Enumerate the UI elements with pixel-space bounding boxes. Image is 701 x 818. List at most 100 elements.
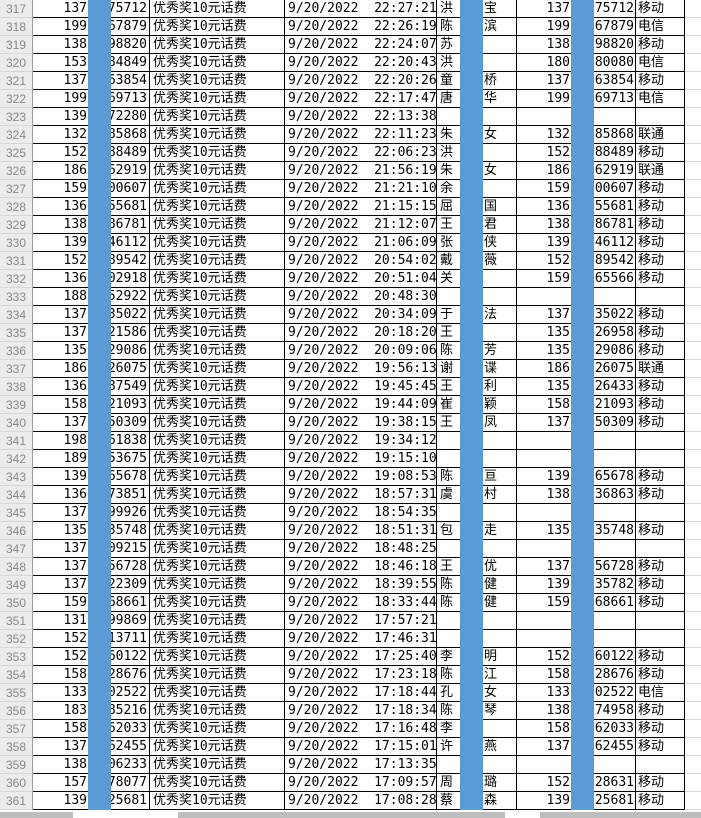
cell-phone-suffix-right[interactable]: 67879 bbox=[578, 18, 636, 36]
cell-phone-suffix-right[interactable]: 74958 bbox=[578, 702, 636, 720]
cell-phone-prefix-left[interactable]: 137 bbox=[33, 0, 95, 18]
cell-phone-suffix-right[interactable]: 65566 bbox=[578, 270, 636, 288]
cell-phone-suffix-left[interactable]: 89542 bbox=[95, 252, 150, 270]
cell-phone-suffix-right[interactable]: 63854 bbox=[578, 72, 636, 90]
cell-phone-prefix-left[interactable]: 158 bbox=[33, 396, 95, 414]
cell-carrier[interactable]: 移动 bbox=[636, 702, 685, 720]
cell-phone-prefix-right[interactable]: 135 bbox=[517, 342, 578, 360]
scrollbar-segment[interactable] bbox=[540, 812, 701, 818]
cell-phone-prefix-left[interactable]: 133 bbox=[33, 684, 95, 702]
cell-phone-prefix-left[interactable]: 131 bbox=[33, 612, 95, 630]
cell-phone-suffix-left[interactable]: 22309 bbox=[95, 576, 150, 594]
cell-datetime[interactable]: 9/20/2022 17:46:31 bbox=[285, 630, 437, 648]
row-header[interactable]: 327 bbox=[0, 180, 33, 198]
cell-empty-filler[interactable] bbox=[685, 720, 701, 738]
cell-datetime[interactable]: 9/20/2022 22:06:23 bbox=[285, 144, 437, 162]
row-header[interactable]: 330 bbox=[0, 234, 33, 252]
cell-phone-suffix-left[interactable]: 46112 bbox=[95, 234, 150, 252]
cell-carrier[interactable] bbox=[636, 756, 685, 774]
cell-empty-filler[interactable] bbox=[685, 450, 701, 468]
cell-phone-suffix-left[interactable]: 65678 bbox=[95, 468, 150, 486]
cell-phone-prefix-right[interactable]: 199 bbox=[517, 18, 578, 36]
cell-prize[interactable]: 优秀奖10元话费 bbox=[150, 720, 285, 738]
cell-name[interactable]: 周 璐 bbox=[437, 774, 517, 792]
cell-phone-prefix-left[interactable]: 183 bbox=[33, 702, 95, 720]
cell-phone-prefix-left[interactable]: 138 bbox=[33, 36, 95, 54]
cell-carrier[interactable]: 电信 bbox=[636, 54, 685, 72]
row-header[interactable]: 359 bbox=[0, 756, 33, 774]
cell-phone-prefix-right[interactable]: 137 bbox=[517, 72, 578, 90]
cell-carrier[interactable]: 移动 bbox=[636, 234, 685, 252]
row-header[interactable]: 332 bbox=[0, 270, 33, 288]
cell-phone-prefix-right[interactable]: 138 bbox=[517, 486, 578, 504]
cell-empty-filler[interactable] bbox=[685, 270, 701, 288]
row-header[interactable]: 342 bbox=[0, 450, 33, 468]
cell-phone-prefix-left[interactable]: 198 bbox=[33, 432, 95, 450]
row-header[interactable]: 322 bbox=[0, 90, 33, 108]
cell-phone-suffix-right[interactable] bbox=[578, 612, 636, 630]
cell-phone-prefix-left[interactable]: 152 bbox=[33, 630, 95, 648]
cell-phone-prefix-left[interactable]: 157 bbox=[33, 774, 95, 792]
cell-phone-suffix-left[interactable]: 85868 bbox=[95, 126, 150, 144]
cell-prize[interactable]: 优秀奖10元话费 bbox=[150, 612, 285, 630]
cell-datetime[interactable]: 9/20/2022 19:38:15 bbox=[285, 414, 437, 432]
cell-phone-suffix-left[interactable]: 87549 bbox=[95, 378, 150, 396]
cell-phone-suffix-left[interactable]: 13711 bbox=[95, 630, 150, 648]
cell-carrier[interactable] bbox=[636, 450, 685, 468]
cell-datetime[interactable]: 9/20/2022 17:23:18 bbox=[285, 666, 437, 684]
cell-datetime[interactable]: 9/20/2022 17:25:40 bbox=[285, 648, 437, 666]
cell-datetime[interactable]: 9/20/2022 18:46:18 bbox=[285, 558, 437, 576]
cell-phone-suffix-left[interactable]: 26075 bbox=[95, 360, 150, 378]
cell-phone-suffix-left[interactable]: 50309 bbox=[95, 414, 150, 432]
cell-phone-suffix-left[interactable]: 72280 bbox=[95, 108, 150, 126]
cell-phone-suffix-left[interactable]: 53675 bbox=[95, 450, 150, 468]
cell-carrier[interactable]: 移动 bbox=[636, 324, 685, 342]
cell-datetime[interactable]: 9/20/2022 20:18:20 bbox=[285, 324, 437, 342]
row-header[interactable]: 318 bbox=[0, 18, 33, 36]
cell-phone-prefix-right[interactable]: 137 bbox=[517, 558, 578, 576]
cell-carrier[interactable]: 移动 bbox=[636, 342, 685, 360]
cell-phone-prefix-left[interactable]: 189 bbox=[33, 450, 95, 468]
cell-prize[interactable]: 优秀奖10元话费 bbox=[150, 90, 285, 108]
cell-carrier[interactable] bbox=[636, 540, 685, 558]
cell-phone-suffix-right[interactable]: 29086 bbox=[578, 342, 636, 360]
cell-phone-prefix-right[interactable]: 132 bbox=[517, 126, 578, 144]
cell-phone-suffix-right[interactable] bbox=[578, 450, 636, 468]
cell-carrier[interactable]: 电信 bbox=[636, 18, 685, 36]
row-header[interactable]: 361 bbox=[0, 792, 33, 810]
cell-phone-suffix-left[interactable]: 25681 bbox=[95, 792, 150, 810]
cell-prize[interactable]: 优秀奖10元话费 bbox=[150, 756, 285, 774]
cell-datetime[interactable]: 9/20/2022 17:57:21 bbox=[285, 612, 437, 630]
cell-phone-prefix-left[interactable]: 152 bbox=[33, 252, 95, 270]
cell-phone-prefix-right[interactable]: 138 bbox=[517, 216, 578, 234]
cell-carrier[interactable]: 移动 bbox=[636, 36, 685, 54]
cell-prize[interactable]: 优秀奖10元话费 bbox=[150, 288, 285, 306]
cell-phone-suffix-right[interactable]: 68661 bbox=[578, 594, 636, 612]
cell-carrier[interactable]: 移动 bbox=[636, 576, 685, 594]
cell-carrier[interactable]: 移动 bbox=[636, 666, 685, 684]
cell-phone-prefix-left[interactable]: 153 bbox=[33, 54, 95, 72]
cell-empty-filler[interactable] bbox=[685, 288, 701, 306]
cell-empty-filler[interactable] bbox=[685, 792, 701, 810]
cell-carrier[interactable]: 移动 bbox=[636, 468, 685, 486]
cell-phone-suffix-right[interactable]: 55681 bbox=[578, 198, 636, 216]
cell-phone-suffix-left[interactable]: 63854 bbox=[95, 72, 150, 90]
row-header[interactable]: 334 bbox=[0, 306, 33, 324]
cell-phone-suffix-right[interactable]: 46112 bbox=[578, 234, 636, 252]
cell-phone-suffix-left[interactable]: 06233 bbox=[95, 756, 150, 774]
cell-empty-filler[interactable] bbox=[685, 666, 701, 684]
redaction-bar-left-phone[interactable] bbox=[88, 0, 111, 810]
cell-phone-prefix-left[interactable]: 159 bbox=[33, 180, 95, 198]
cell-phone-prefix-right[interactable]: 159 bbox=[517, 594, 578, 612]
cell-phone-prefix-right[interactable]: 158 bbox=[517, 720, 578, 738]
cell-phone-prefix-right[interactable] bbox=[517, 108, 578, 126]
cell-empty-filler[interactable] bbox=[685, 360, 701, 378]
cell-datetime[interactable]: 9/20/2022 21:12:07 bbox=[285, 216, 437, 234]
cell-phone-prefix-left[interactable]: 137 bbox=[33, 414, 95, 432]
cell-phone-suffix-right[interactable]: 28676 bbox=[578, 666, 636, 684]
cell-empty-filler[interactable] bbox=[685, 90, 701, 108]
cell-phone-suffix-left[interactable]: 55681 bbox=[95, 198, 150, 216]
cell-phone-suffix-right[interactable]: 98820 bbox=[578, 36, 636, 54]
cell-phone-prefix-left[interactable]: 135 bbox=[33, 342, 95, 360]
cell-phone-prefix-right[interactable]: 138 bbox=[517, 36, 578, 54]
